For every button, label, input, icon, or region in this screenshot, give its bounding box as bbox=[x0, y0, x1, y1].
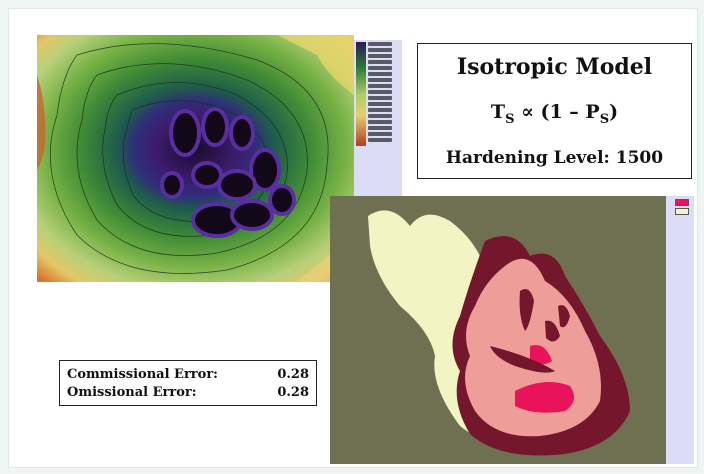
class-legend-panel bbox=[666, 196, 694, 464]
legend-tick-labels bbox=[368, 42, 392, 146]
elevation-map bbox=[37, 35, 354, 282]
commission-error-label: Commissional Error: bbox=[67, 367, 218, 382]
error-box: Commissional Error: 0.28 Omissional Erro… bbox=[59, 360, 317, 406]
model-formula: TS ∝ (1 – PS) bbox=[490, 101, 619, 127]
omission-error-label: Omissional Error: bbox=[67, 385, 197, 400]
omission-error-value: 0.28 bbox=[277, 385, 309, 400]
commission-error-value: 0.28 bbox=[277, 367, 309, 382]
model-title: Isotropic Model bbox=[456, 54, 653, 80]
classification-map bbox=[330, 196, 666, 464]
color-ramp-legend-icon bbox=[356, 42, 366, 146]
hardening-level: Hardening Level: 1500 bbox=[445, 148, 664, 168]
class-swatch-legend-icon bbox=[675, 199, 689, 217]
model-title-box: Isotropic Model TS ∝ (1 – PS) Hardening … bbox=[417, 43, 692, 179]
